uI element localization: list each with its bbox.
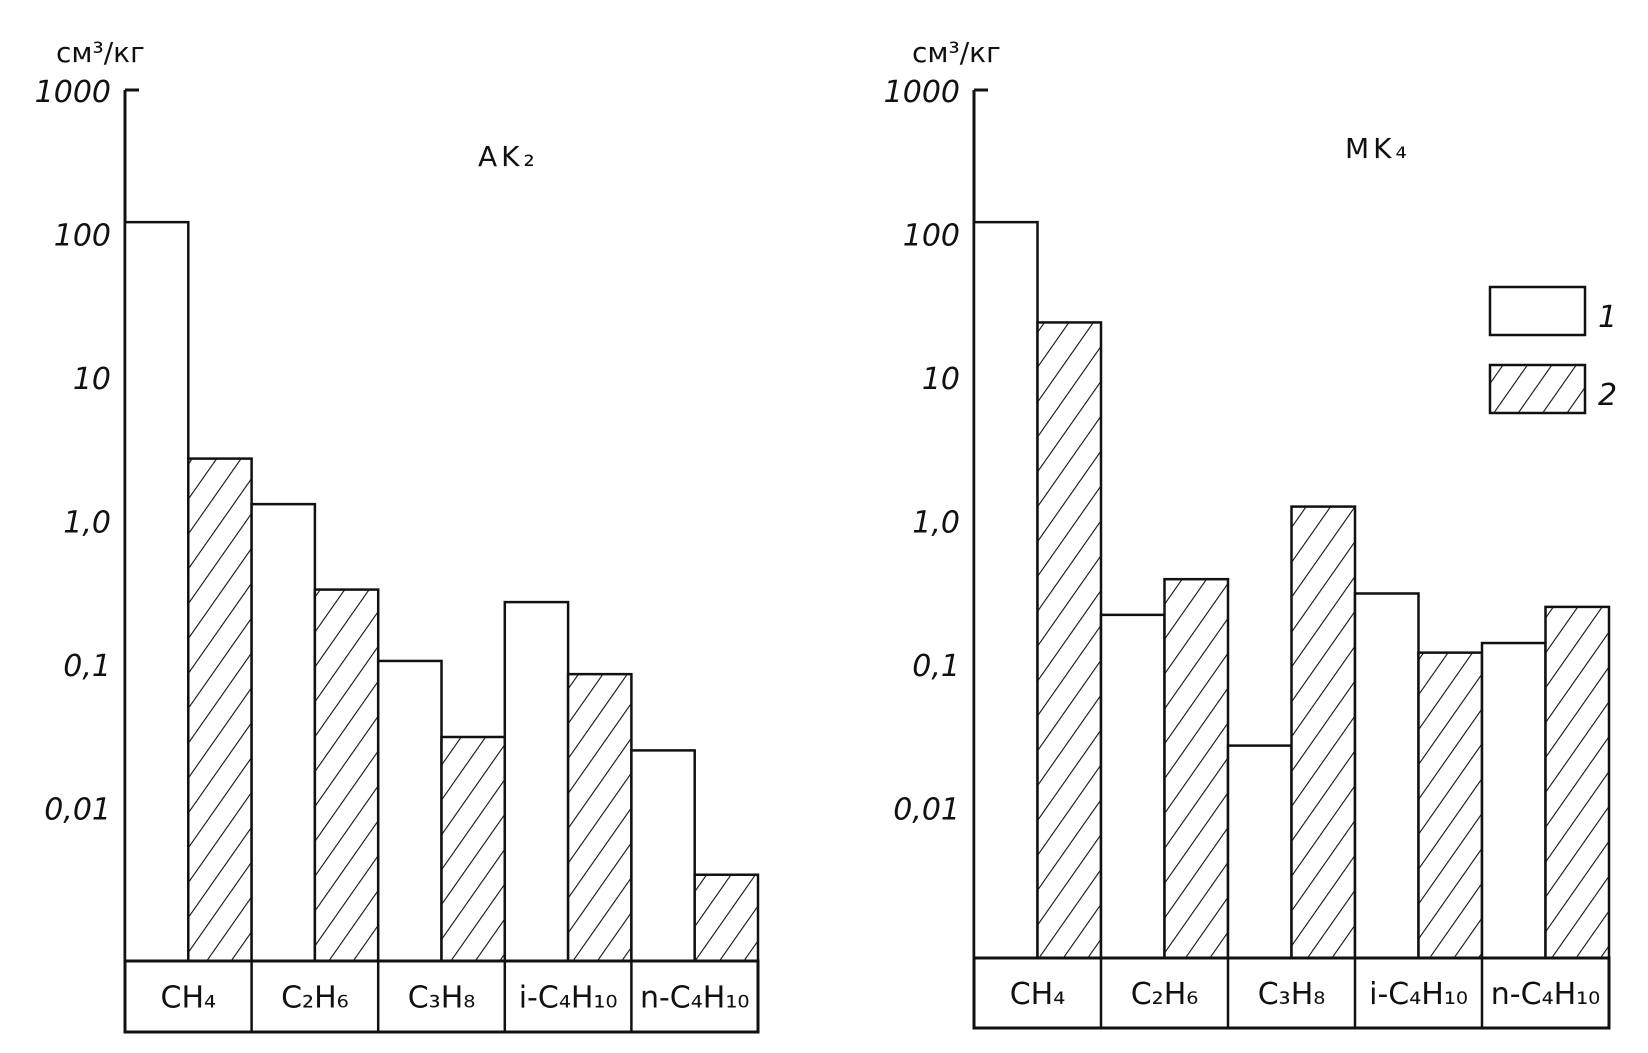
bars [972, 220, 1611, 960]
category-axis: CH₄ C₂H₆ C₃H₈ i-C₄H₁₀ n-C₄H₁₀ [972, 956, 1611, 1030]
panel-title: MK₄ [1345, 132, 1411, 165]
y-tick-label: 0,1 [912, 649, 960, 684]
y-tick-label: 1000 [884, 75, 960, 110]
category-label: i-C₄H₁₀ [1369, 977, 1468, 1012]
y-tick-label: 10 [922, 362, 960, 397]
category-label: CH₄ [161, 981, 217, 1016]
legend-label: 2 [1598, 378, 1617, 413]
bars [123, 220, 760, 963]
category-label: C₂H₆ [281, 981, 349, 1016]
category-label: CH₄ [1010, 977, 1066, 1012]
category-box [123, 959, 760, 1034]
bar-series-2 [1036, 321, 1103, 960]
bar-series-2 [313, 588, 380, 963]
y-unit-label: см³/кг [912, 36, 1001, 69]
bar-series-1 [1480, 641, 1547, 960]
legend: 1 2 [1488, 285, 1617, 415]
y-tick-label: 1,0 [912, 506, 960, 541]
y-tick-label: 0,1 [63, 649, 111, 684]
bar-series-1 [250, 502, 317, 963]
category-label: i-C₄H₁₀ [519, 981, 618, 1016]
category-label: C₃H₈ [408, 981, 476, 1016]
panel-title: AK₂ [478, 140, 539, 173]
bar-series-1 [123, 220, 190, 963]
bar-series-1 [972, 220, 1039, 960]
category-axis: CH₄ C₂H₆ C₃H₈ i-C₄H₁₀ n-C₄H₁₀ [123, 959, 760, 1034]
bar-series-2 [440, 735, 507, 963]
category-box [972, 956, 1611, 1030]
bar-series-2 [693, 873, 760, 963]
y-ticks: 1000 100 10 1,0 0,1 0,01 [884, 75, 988, 958]
legend-label: 1 [1598, 300, 1617, 335]
bar-series-1 [630, 749, 696, 963]
y-tick-label: 1,0 [63, 506, 111, 541]
chart-panel-mk4: см³/кг MK₄ 1000 100 10 1,0 0,1 0,01 CH₄ C₂H₆ C₃… [884, 36, 1611, 1030]
bar-series-2 [187, 457, 253, 963]
y-tick-label: 0,01 [893, 793, 960, 828]
category-label: n-C₄H₁₀ [640, 981, 749, 1016]
bar-series-2 [1544, 605, 1611, 960]
y-tick-label: 10 [73, 362, 111, 397]
bar-series-2 [1163, 577, 1230, 960]
chart-panel-ak2: см³/кг AK₂ 1000 100 10 1,0 0,1 0,01 CH₄ C₂H₆ C₃… [35, 36, 760, 1034]
bar-series-1 [376, 659, 443, 963]
bar-series-2 [1290, 505, 1357, 960]
legend-swatch-hatched [1488, 363, 1587, 415]
y-unit-label: см³/кг [56, 36, 145, 69]
category-label: C₃H₈ [1258, 977, 1326, 1012]
category-label: C₂H₆ [1131, 977, 1199, 1012]
y-ticks: 1000 100 10 1,0 0,1 0,01 [35, 75, 139, 961]
bar-series-1 [1226, 744, 1293, 960]
y-tick-label: 1000 [35, 75, 111, 110]
legend-swatch-plain [1488, 285, 1587, 337]
bar-series-2 [1417, 651, 1484, 960]
y-tick-label: 100 [903, 219, 960, 254]
bar-series-2 [566, 672, 633, 963]
bar-series-1 [1353, 592, 1420, 960]
y-tick-label: 0,01 [44, 793, 111, 828]
bar-series-1 [503, 600, 570, 963]
bar-series-1 [1099, 613, 1166, 960]
category-label: n-C₄H₁₀ [1491, 977, 1600, 1012]
y-tick-label: 100 [54, 219, 111, 254]
